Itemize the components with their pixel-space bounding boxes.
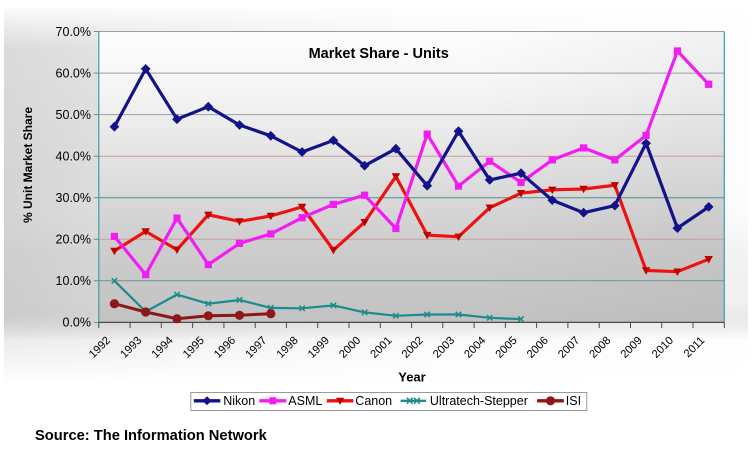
svg-text:40.0%: 40.0% [56, 150, 91, 164]
svg-text:Canon: Canon [355, 394, 392, 408]
svg-text:Year: Year [398, 370, 425, 385]
svg-text:60.0%: 60.0% [56, 66, 91, 80]
svg-text:70.0%: 70.0% [56, 25, 91, 39]
svg-text:Source: The Information Networ: Source: The Information Network [35, 428, 268, 444]
svg-text:Ultratech-Stepper: Ultratech-Stepper [430, 394, 528, 408]
svg-text:50.0%: 50.0% [56, 108, 91, 122]
svg-text:0.0%: 0.0% [63, 316, 92, 330]
svg-text:% Unit Market Share: % Unit Market Share [21, 107, 35, 223]
svg-text:ASML: ASML [288, 394, 322, 408]
svg-text:ISI: ISI [566, 394, 581, 408]
svg-text:Nikon: Nikon [223, 394, 255, 408]
svg-text:Market Share - Units: Market Share - Units [309, 46, 449, 62]
svg-text:10.0%: 10.0% [56, 274, 91, 288]
svg-text:20.0%: 20.0% [56, 233, 91, 247]
svg-text:30.0%: 30.0% [56, 191, 91, 205]
